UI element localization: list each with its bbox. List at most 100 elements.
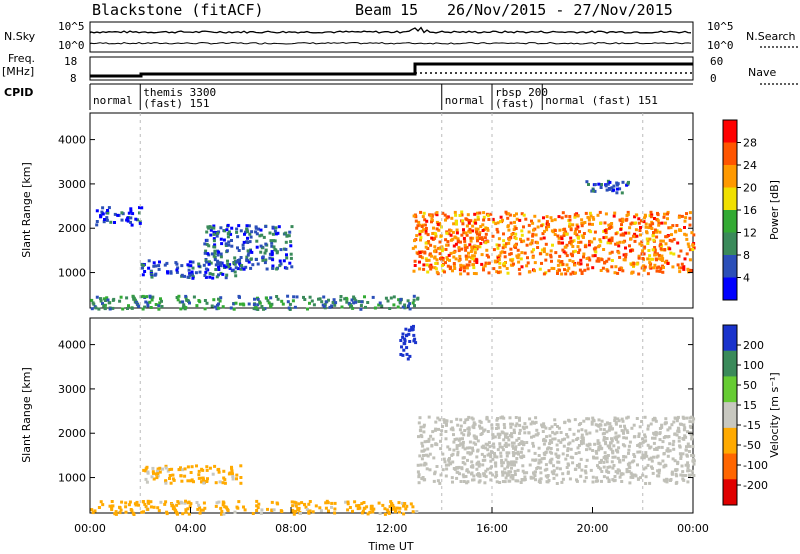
scatter-cell xyxy=(166,271,170,275)
scatter-cell xyxy=(488,471,492,475)
scatter-cell xyxy=(623,444,627,448)
scatter-cell xyxy=(383,507,387,511)
scatter-cell xyxy=(412,324,415,328)
scatter-cell xyxy=(146,507,150,511)
scatter-cell xyxy=(199,508,203,512)
scatter-cell xyxy=(621,419,625,423)
scatter-cell xyxy=(647,249,651,252)
scatter-cell xyxy=(314,504,318,508)
scatter-cell xyxy=(445,467,449,471)
scatter-cell xyxy=(188,273,192,277)
scatter-cell xyxy=(279,248,283,252)
scatter-cell xyxy=(257,227,261,231)
scatter-cell xyxy=(551,437,555,441)
scatter-cell xyxy=(256,303,260,307)
scatter-cell xyxy=(476,245,480,249)
scatter-cell xyxy=(449,233,453,237)
scatter-cell xyxy=(677,427,681,431)
scatter-cell xyxy=(438,418,442,422)
scatter-cell xyxy=(504,445,508,448)
scatter-cell xyxy=(297,506,301,510)
scatter-cell xyxy=(676,415,680,419)
colorbar-tick-label: -100 xyxy=(743,459,768,472)
scatter-cell xyxy=(420,256,424,260)
scatter-cell xyxy=(225,228,229,232)
scatter-cell xyxy=(269,239,273,243)
scatter-cell xyxy=(228,263,232,267)
scatter-cell xyxy=(619,227,623,231)
scatter-cell xyxy=(604,184,608,188)
scatter-cell xyxy=(198,511,202,515)
scatter-cell xyxy=(550,451,554,455)
scatter-cell xyxy=(516,248,520,252)
scatter-cell xyxy=(513,473,517,476)
scatter-cell xyxy=(659,239,663,243)
scatter-cell xyxy=(246,241,250,244)
scatter-cell xyxy=(610,186,614,190)
scatter-cell xyxy=(255,232,259,236)
scatter-cell xyxy=(397,501,401,505)
scatter-cell xyxy=(434,232,438,236)
scatter-cell xyxy=(120,500,124,504)
scatter-cell xyxy=(576,214,580,218)
scatter-cell xyxy=(435,220,439,224)
scatter-cell xyxy=(660,254,664,258)
colorbar-tick-label: 12 xyxy=(743,227,757,240)
scatter-cell xyxy=(208,466,212,470)
scatter-cell xyxy=(245,255,249,259)
scatter-cell xyxy=(101,206,105,210)
scatter-cell xyxy=(517,437,521,440)
scatter-cell xyxy=(260,246,264,250)
scatter-cell xyxy=(613,436,617,440)
scatter-cell xyxy=(571,245,575,248)
scatter-cell xyxy=(191,260,195,264)
scatter-cell xyxy=(389,296,393,300)
scatter-cell xyxy=(502,232,505,236)
scatter-cell xyxy=(353,297,357,301)
scatter-cell xyxy=(212,232,216,236)
colorbar-tick-label: 15 xyxy=(743,399,757,412)
scatter-cell xyxy=(594,423,598,427)
y-tick-label: 4000 xyxy=(58,134,86,147)
scatter-cell xyxy=(340,305,344,309)
scatter-cell xyxy=(463,239,467,243)
scatter-cell xyxy=(146,471,150,475)
scatter-cell xyxy=(169,270,173,274)
scatter-cell xyxy=(557,439,561,443)
scatter-cell xyxy=(455,231,459,235)
scatter-cell xyxy=(183,474,187,478)
scatter-cell xyxy=(105,218,109,222)
scatter-cell xyxy=(597,424,601,428)
scatter-cell xyxy=(567,442,571,446)
scatter-cell xyxy=(449,420,453,424)
scatter-cell xyxy=(399,353,403,356)
scatter-cell xyxy=(149,270,153,274)
scatter-cell xyxy=(556,272,559,275)
scatter-cell xyxy=(463,266,466,270)
scatter-cell xyxy=(531,420,534,424)
scatter-cell xyxy=(568,218,572,222)
scatter-cell xyxy=(339,295,343,298)
scatter-cell xyxy=(644,451,648,455)
scatter-cell xyxy=(504,476,508,480)
scatter-cell xyxy=(152,471,155,475)
scatter-cell xyxy=(637,435,641,438)
scatter-cell xyxy=(625,436,628,440)
scatter-cell xyxy=(501,218,504,222)
scatter-cell xyxy=(625,468,629,471)
scatter-cell xyxy=(642,456,646,460)
scatter-cell xyxy=(502,416,506,420)
scatter-cell xyxy=(632,435,636,439)
scatter-cell xyxy=(593,254,597,258)
scatter-cell xyxy=(178,468,182,471)
scatter-cell xyxy=(333,501,337,505)
scatter-cell xyxy=(586,267,590,271)
scatter-cell xyxy=(545,480,549,484)
scatter-cell xyxy=(403,339,407,343)
scatter-cell xyxy=(484,469,488,473)
scatter-cell xyxy=(472,474,476,478)
scatter-cell xyxy=(471,446,474,450)
scatter-cell xyxy=(302,295,305,299)
scatter-cell xyxy=(547,479,551,482)
scatter-cell xyxy=(240,266,244,269)
